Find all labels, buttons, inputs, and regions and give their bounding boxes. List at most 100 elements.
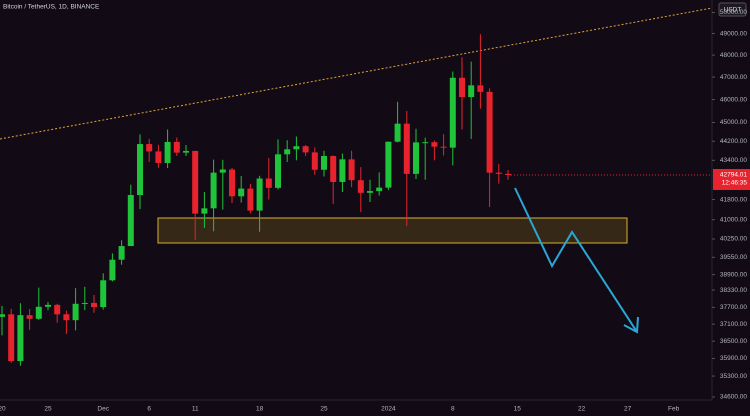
- candle-body: [210, 172, 217, 209]
- x-tick-label: 8: [451, 406, 455, 413]
- candle-body: [321, 155, 327, 170]
- x-tick-label: 22: [578, 406, 586, 413]
- countdown: 12:46:35: [722, 180, 748, 187]
- y-tick-label: 41800.00: [720, 196, 747, 203]
- candle-body: [348, 159, 355, 181]
- y-tick-label: 40250.00: [720, 236, 747, 243]
- candle-body: [449, 77, 456, 148]
- candle-body: [440, 146, 447, 148]
- y-tick-label: 50000.00: [720, 9, 747, 16]
- candle-body: [81, 302, 88, 304]
- last-price-box: [713, 168, 750, 190]
- y-tick-label: 46000.00: [720, 96, 747, 103]
- x-tick-label: 15: [514, 406, 522, 413]
- currency-button[interactable]: [718, 2, 747, 17]
- candle-body: [265, 178, 272, 188]
- candle-body: [72, 303, 79, 321]
- trend-line: [0, 7, 713, 140]
- x-tick-label: 2024: [381, 406, 396, 413]
- candle-body: [330, 155, 337, 182]
- candle-body: [35, 306, 42, 319]
- candle-body: [201, 208, 208, 214]
- candle-body: [118, 246, 125, 260]
- candle-body: [63, 314, 70, 321]
- candle-body: [275, 154, 281, 188]
- candle-body: [54, 304, 61, 315]
- candle-body: [91, 302, 97, 308]
- chart-title: Bitcoin / TetherUS, 1D, BINANCE: [3, 4, 100, 11]
- x-tick-label: Dec: [97, 406, 109, 413]
- y-tick-label: 36500.00: [720, 338, 747, 345]
- y-tick-label: 43400.00: [720, 157, 747, 164]
- candle-body: [192, 150, 199, 214]
- currency-button-label[interactable]: USDT: [724, 7, 742, 14]
- candle-body: [137, 144, 143, 196]
- y-tick-label: 49000.00: [720, 30, 747, 37]
- arrow-head: [623, 316, 639, 334]
- x-tick-label: 25: [320, 406, 328, 413]
- last-price-label: 42794.01: [720, 172, 747, 179]
- candle-body: [459, 77, 465, 98]
- candle-body: [164, 141, 171, 163]
- candle-body: [385, 141, 392, 188]
- candle-body: [127, 195, 134, 247]
- candle-body: [229, 169, 235, 197]
- candle-body: [422, 142, 429, 144]
- candle-body: [8, 314, 15, 362]
- candles: [0, 34, 511, 366]
- y-tick-label: 38330.00: [720, 287, 747, 294]
- candle-body: [256, 178, 263, 211]
- candle-body: [302, 146, 309, 153]
- x-tick-label: 27: [624, 406, 632, 413]
- candle-body: [109, 259, 116, 281]
- projection-arrow: [514, 187, 638, 333]
- x-tick-label: 11: [192, 406, 199, 413]
- candle-body: [495, 172, 502, 174]
- candle-body: [0, 314, 5, 317]
- y-tick-label: 48000.00: [720, 52, 747, 59]
- y-tick-label: 38900.00: [720, 271, 747, 278]
- y-tick-label: 45000.00: [720, 119, 747, 126]
- y-tick-label: 47000.00: [720, 74, 747, 81]
- candle-body: [367, 191, 373, 193]
- candle-body: [155, 151, 162, 163]
- candle-body: [413, 142, 419, 174]
- candle-body: [293, 146, 300, 150]
- candle-body: [486, 91, 493, 173]
- x-tick-label: 25: [44, 406, 52, 413]
- candle-body: [45, 304, 51, 307]
- x-tick-label: 18: [256, 406, 264, 413]
- candle-body: [311, 152, 318, 170]
- candle-body: [146, 144, 153, 152]
- candle-body: [394, 123, 401, 142]
- y-tick-label: 37100.00: [720, 321, 747, 328]
- candle-body: [284, 149, 291, 155]
- y-tick-label: 41000.00: [720, 216, 747, 223]
- x-tick-label: 20: [0, 406, 6, 413]
- candle-body: [173, 141, 180, 153]
- x-tick-label: 6: [147, 406, 151, 413]
- candle-body: [357, 180, 364, 193]
- candle-body: [26, 315, 33, 319]
- candle-body: [505, 173, 511, 175]
- y-tick-label: 34600.00: [720, 394, 747, 401]
- y-tick-label: 39550.00: [720, 254, 747, 261]
- candle-body: [247, 188, 254, 211]
- candle-body: [431, 142, 438, 147]
- candle-body: [468, 85, 475, 98]
- candle-body: [376, 187, 383, 192]
- candle-body: [17, 315, 24, 362]
- y-tick-label: 37700.00: [720, 304, 747, 311]
- candle-body: [339, 159, 346, 182]
- candle-body: [100, 280, 107, 308]
- x-tick-label: Feb: [668, 406, 680, 413]
- candle-body: [477, 85, 484, 92]
- candle-body: [219, 169, 226, 173]
- y-tick-label: 35300.00: [720, 373, 747, 380]
- support-zone: [157, 217, 628, 244]
- candle-body: [403, 123, 410, 174]
- candle-body: [238, 188, 245, 197]
- y-tick-label: 35900.00: [720, 355, 747, 362]
